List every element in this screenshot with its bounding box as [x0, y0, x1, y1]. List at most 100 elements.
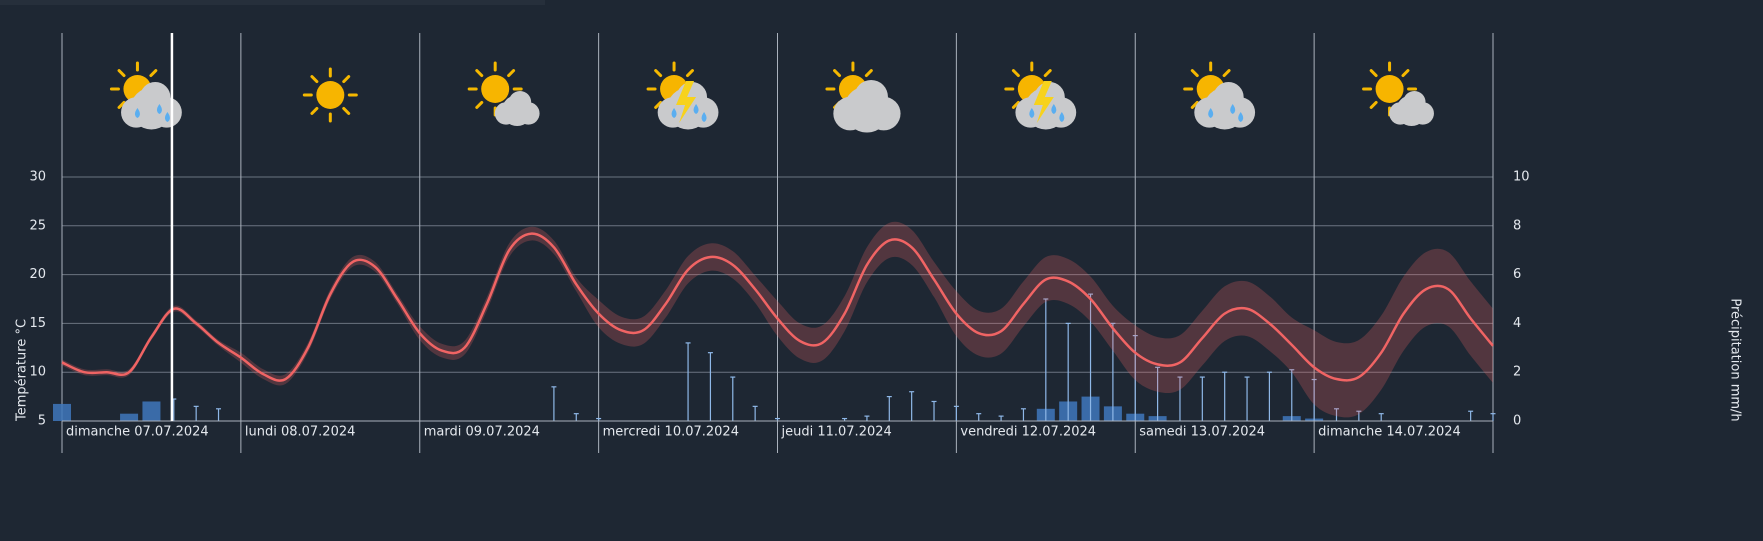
- sun-ray: [1190, 69, 1199, 78]
- weather-icon: [1183, 61, 1256, 130]
- weather-icon: [302, 67, 358, 123]
- rain-drop: [1029, 108, 1035, 118]
- sun-ray: [654, 69, 663, 78]
- rain-drop: [701, 112, 707, 122]
- weather-icons: [109, 61, 1434, 133]
- x-tick-label: dimanche 14.07.2024: [1318, 425, 1461, 440]
- y2-tick-label: 4: [1513, 316, 1521, 331]
- sun-ray: [475, 100, 484, 109]
- precip-max: [864, 415, 870, 421]
- precip-max: [1020, 408, 1026, 421]
- precip-max: [1266, 371, 1272, 421]
- y2-tick-label: 10: [1513, 170, 1530, 185]
- sun-ray: [1011, 100, 1020, 109]
- x-tick-label: jeudi 11.07.2024: [781, 425, 892, 440]
- y2-tick-label: 8: [1513, 218, 1521, 233]
- temperature-line: [61, 232, 1494, 382]
- sun-ray: [1043, 69, 1052, 78]
- precip-max: [886, 396, 892, 421]
- precip-max: [1490, 413, 1496, 421]
- precip-bar: [120, 413, 139, 421]
- precip-max: [707, 352, 713, 421]
- cloud-puff: [1213, 82, 1244, 113]
- x-tick-label: samedi 13.07.2024: [1139, 425, 1265, 440]
- sun-ray: [1190, 100, 1199, 109]
- rain-drop: [164, 112, 170, 122]
- sun-ray: [475, 69, 484, 78]
- precip-max: [1110, 322, 1116, 421]
- y-tick-label: 20: [29, 267, 46, 282]
- rain-drop: [1059, 112, 1065, 122]
- y-tick-label: 15: [29, 316, 46, 331]
- precip-max: [1222, 371, 1228, 421]
- sun: [481, 75, 510, 103]
- x-tick-label: mardi 09.07.2024: [424, 425, 540, 440]
- y2-axis-label: Précipitation mm/h: [1728, 298, 1743, 421]
- weather-icon: [109, 61, 182, 130]
- precip-max: [573, 413, 579, 421]
- sun-ray: [117, 69, 126, 78]
- precip-max: [1043, 298, 1049, 421]
- precip-max: [1311, 378, 1317, 421]
- weather-icon: [825, 61, 901, 133]
- precip-max: [1065, 322, 1071, 421]
- precip-max: [730, 376, 736, 421]
- weather-icon: [1362, 61, 1434, 126]
- sun-ray: [117, 100, 126, 109]
- cloud-puff: [140, 82, 171, 113]
- precip-max: [976, 413, 982, 421]
- rain-drop: [1208, 108, 1214, 118]
- sun-ray: [342, 106, 351, 115]
- precip-max: [998, 415, 1004, 421]
- precip-max: [1155, 366, 1161, 421]
- rain-drop: [693, 104, 699, 114]
- y-tick-label: 30: [29, 170, 46, 185]
- lightning: [1033, 81, 1054, 123]
- y-axis-label: Température °C: [15, 319, 30, 422]
- rain-drop: [1238, 112, 1244, 122]
- sun-ray: [654, 100, 663, 109]
- sun-ray: [342, 75, 351, 84]
- sun-ray: [310, 75, 319, 84]
- y2-tick-label: 2: [1513, 365, 1521, 380]
- sun-ray: [685, 69, 694, 78]
- precip-max: [1199, 376, 1205, 421]
- precip-max: [193, 405, 199, 421]
- precip-max: [953, 405, 959, 421]
- precip-max: [931, 400, 937, 421]
- rain-drop: [1230, 104, 1236, 114]
- sun-ray: [149, 69, 158, 78]
- weather-icon: [646, 61, 719, 130]
- precip-bar: [142, 401, 161, 421]
- weather-icon: [467, 61, 540, 126]
- lightning: [676, 81, 697, 123]
- x-tick-label: lundi 08.07.2024: [245, 425, 356, 440]
- sun: [316, 81, 345, 109]
- sun-ray: [507, 69, 516, 78]
- sun-ray: [1401, 69, 1410, 78]
- y2-tick-label: 6: [1513, 267, 1521, 282]
- precip-max: [909, 391, 915, 421]
- rain-drop: [156, 104, 162, 114]
- precip-max: [685, 342, 691, 421]
- precip-max: [551, 386, 557, 421]
- precip-max: [1244, 376, 1250, 421]
- precip-max: [1378, 413, 1384, 421]
- precip-max: [1356, 410, 1362, 421]
- rain-drop: [671, 108, 677, 118]
- y-tick-label: 5: [38, 414, 46, 429]
- sun-ray: [1369, 69, 1378, 78]
- cloud-puff: [854, 80, 888, 114]
- sun-ray: [1011, 69, 1020, 78]
- cloud-puff: [1403, 91, 1426, 114]
- y2-tick-label: 0: [1513, 414, 1521, 429]
- precip-max: [1333, 408, 1339, 421]
- precip-max: [1289, 369, 1295, 421]
- precip-max: [1088, 293, 1094, 421]
- sun-ray: [1369, 100, 1378, 109]
- cloud-puff: [508, 91, 532, 114]
- y-tick-label: 25: [29, 218, 46, 233]
- x-tick-label: mercredi 10.07.2024: [603, 425, 739, 440]
